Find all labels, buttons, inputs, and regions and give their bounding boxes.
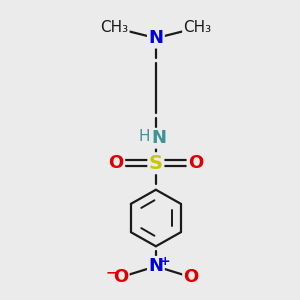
Text: +: + [160,254,171,268]
Text: O: O [113,268,128,286]
Text: O: O [109,154,124,172]
Text: CH₃: CH₃ [183,20,211,35]
Text: −: − [105,265,117,279]
Text: CH₃: CH₃ [100,20,129,35]
Text: S: S [149,154,163,173]
Text: N: N [151,129,166,147]
Text: O: O [188,154,203,172]
Text: H: H [139,129,151,144]
Text: N: N [148,257,164,275]
Text: O: O [184,268,199,286]
Text: N: N [148,29,164,47]
